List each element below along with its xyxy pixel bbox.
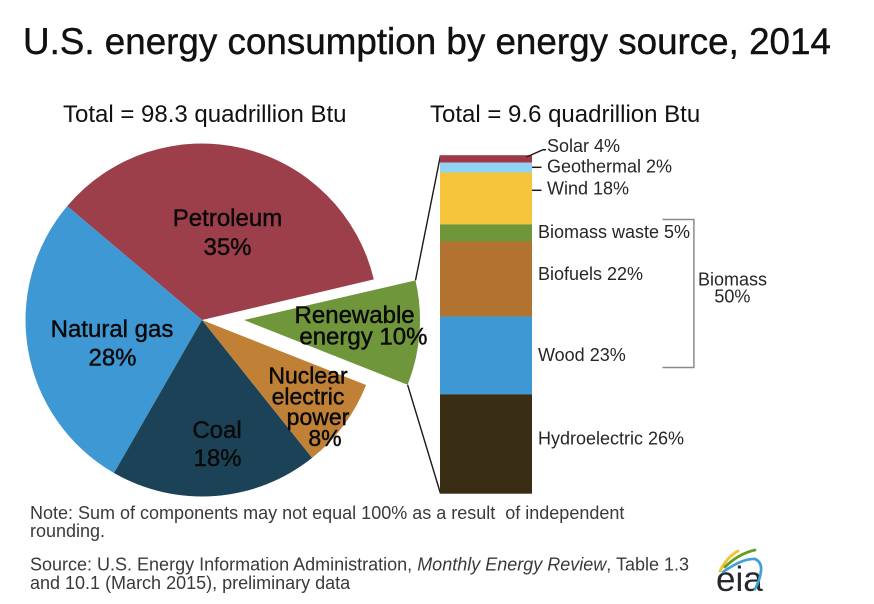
- svg-text:8%: 8%: [308, 425, 341, 451]
- svg-text:Nuclear: Nuclear: [268, 363, 348, 389]
- svg-text:Hydroelectric 26%: Hydroelectric 26%: [538, 429, 684, 449]
- svg-text:Wind 18%: Wind 18%: [547, 179, 629, 199]
- svg-text:Geothermal 2%: Geothermal 2%: [547, 157, 672, 177]
- svg-text:power: power: [287, 404, 350, 430]
- svg-text:rounding.: rounding.: [30, 521, 105, 541]
- svg-text:Source: U.S. Energy Informatio: Source: U.S. Energy Information Administ…: [30, 555, 689, 575]
- svg-text:35%: 35%: [203, 234, 251, 261]
- svg-text:Biofuels 22%: Biofuels 22%: [538, 264, 643, 284]
- svg-text:50%: 50%: [714, 287, 750, 307]
- svg-text:Biomass waste 5%: Biomass waste 5%: [538, 222, 690, 242]
- svg-text:Wood 23%: Wood 23%: [538, 345, 626, 365]
- svg-text:U.S. energy consumption by ene: U.S. energy consumption by energy source…: [23, 21, 831, 62]
- svg-text:Biomass: Biomass: [698, 270, 767, 290]
- svg-text:18%: 18%: [193, 445, 241, 472]
- svg-text:Note: Sum of components may no: Note: Sum of components may not equal 10…: [30, 503, 624, 523]
- svg-text:energy 10%: energy 10%: [299, 323, 427, 350]
- svg-text:Total = 9.6 quadrillion Btu: Total = 9.6 quadrillion Btu: [430, 101, 700, 128]
- svg-text:28%: 28%: [88, 345, 136, 372]
- svg-text:electric: electric: [272, 383, 345, 409]
- svg-text:Petroleum: Petroleum: [173, 205, 282, 232]
- svg-text:Coal: Coal: [192, 417, 241, 444]
- svg-text:Solar 4%: Solar 4%: [547, 136, 620, 156]
- svg-text:Renewable: Renewable: [295, 302, 415, 329]
- svg-text:Total = 98.3 quadrillion Btu: Total = 98.3 quadrillion Btu: [63, 101, 347, 128]
- svg-text:and 10.1 (March 2015), prelimi: and 10.1 (March 2015), preliminary data: [30, 573, 351, 593]
- svg-text:Natural gas: Natural gas: [51, 316, 174, 343]
